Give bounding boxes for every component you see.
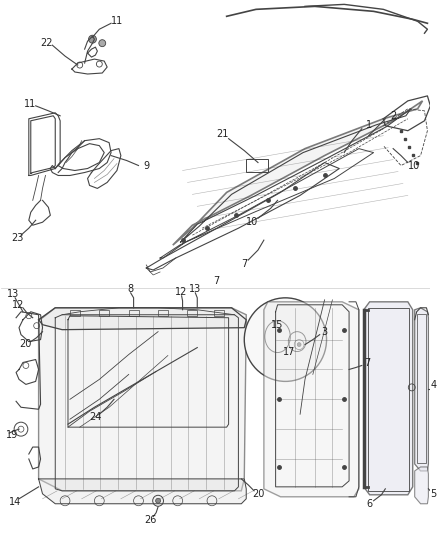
Text: 7: 7 xyxy=(241,259,247,269)
Text: 12: 12 xyxy=(12,300,24,310)
Text: 23: 23 xyxy=(11,233,23,243)
Text: 13: 13 xyxy=(7,289,19,299)
Text: 14: 14 xyxy=(9,497,21,507)
Text: 5: 5 xyxy=(431,489,437,499)
Text: 3: 3 xyxy=(321,327,328,337)
Circle shape xyxy=(297,343,301,346)
Polygon shape xyxy=(415,467,428,504)
Text: 19: 19 xyxy=(6,430,18,440)
Text: 9: 9 xyxy=(143,160,149,171)
Polygon shape xyxy=(415,308,428,471)
Text: 17: 17 xyxy=(283,346,296,357)
Text: 7: 7 xyxy=(364,359,371,368)
Text: 4: 4 xyxy=(431,381,437,390)
Polygon shape xyxy=(39,308,246,330)
Circle shape xyxy=(99,39,106,47)
Text: 22: 22 xyxy=(40,38,53,48)
Bar xyxy=(187,310,197,316)
Text: 15: 15 xyxy=(272,320,284,330)
Bar xyxy=(246,158,268,173)
Text: 8: 8 xyxy=(127,284,134,294)
Text: 7: 7 xyxy=(213,276,219,286)
Polygon shape xyxy=(264,302,359,497)
Text: 24: 24 xyxy=(89,412,102,422)
Bar xyxy=(70,310,80,316)
Bar xyxy=(417,314,427,463)
Text: 20: 20 xyxy=(252,489,264,499)
Bar xyxy=(99,310,109,316)
Text: 20: 20 xyxy=(20,338,32,349)
Circle shape xyxy=(155,498,161,503)
Circle shape xyxy=(244,298,327,382)
Text: 1: 1 xyxy=(366,120,372,130)
Bar xyxy=(214,310,224,316)
Circle shape xyxy=(88,35,96,43)
Text: 11: 11 xyxy=(24,99,36,109)
Polygon shape xyxy=(173,101,423,245)
Text: 13: 13 xyxy=(189,284,201,294)
Text: 10: 10 xyxy=(246,217,258,227)
Bar xyxy=(367,308,409,491)
Text: 6: 6 xyxy=(367,499,373,509)
Bar xyxy=(158,310,168,316)
Text: 10: 10 xyxy=(408,160,420,171)
Text: 2: 2 xyxy=(390,111,396,121)
Text: 21: 21 xyxy=(216,128,229,139)
Text: 12: 12 xyxy=(175,287,188,297)
Bar xyxy=(129,310,138,316)
Text: 26: 26 xyxy=(144,515,156,524)
Polygon shape xyxy=(39,479,246,504)
Polygon shape xyxy=(39,308,246,491)
Text: 11: 11 xyxy=(111,17,123,26)
Polygon shape xyxy=(364,302,413,495)
